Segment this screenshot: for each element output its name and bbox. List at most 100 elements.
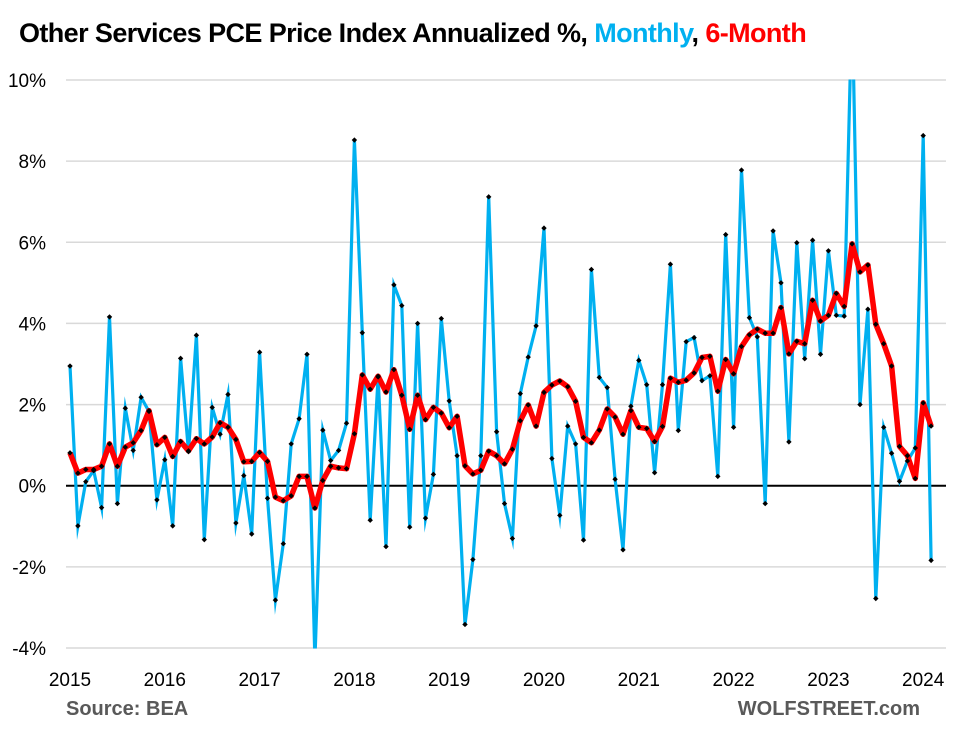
- six-month-point: [75, 470, 81, 476]
- monthly-point: [399, 302, 405, 309]
- y-tick-label: 2%: [19, 396, 47, 417]
- six-month-point: [241, 459, 247, 465]
- monthly-point: [849, 0, 854, 2]
- monthly-point: [833, 312, 839, 319]
- monthly-point: [644, 381, 650, 388]
- six-month-point: [422, 416, 429, 423]
- six-month-point: [762, 330, 768, 336]
- monthly-point: [565, 423, 571, 429]
- six-month-point: [256, 449, 263, 456]
- monthly-point: [343, 420, 350, 426]
- monthly-point: [438, 315, 444, 322]
- monthly-point: [912, 445, 918, 451]
- monthly-point: [857, 401, 863, 408]
- monthly-point: [288, 441, 294, 447]
- monthly-point: [667, 261, 674, 267]
- x-tick-label: 2020: [523, 670, 565, 691]
- monthly-point: [928, 557, 934, 564]
- six-month-point: [407, 426, 413, 433]
- monthly-point: [462, 621, 468, 628]
- six-month-point: [114, 463, 121, 469]
- monthly-point: [746, 315, 753, 321]
- six-month-point: [817, 318, 824, 324]
- six-month-point: [462, 463, 468, 469]
- monthly-point: [351, 137, 358, 143]
- x-axis-ticks: 2015 2016 2017 2018 2019 2020 2021 2022 2023 2024: [49, 670, 945, 691]
- monthly-point: [375, 374, 381, 380]
- monthly-point: [628, 403, 634, 409]
- six-month-point: [833, 290, 839, 297]
- monthly-point: [596, 374, 602, 381]
- six-month-point: [351, 431, 358, 437]
- six-month-point: [541, 389, 547, 396]
- monthly-point: [225, 391, 231, 398]
- six-month-point: [320, 477, 326, 484]
- six-month-point: [249, 458, 255, 465]
- monthly-point: [896, 478, 903, 484]
- six-month-point: [225, 424, 231, 430]
- monthly-line: [68, 79, 933, 649]
- six-month-point: [162, 434, 168, 441]
- x-tick-label: 2018: [333, 670, 375, 691]
- six-month-point: [580, 434, 587, 441]
- monthly-point: [367, 517, 373, 523]
- monthly-point: [162, 457, 168, 463]
- monthly-point: [304, 351, 310, 357]
- monthly-point: [786, 439, 792, 445]
- monthly-point: [391, 282, 397, 288]
- six-month-point: [896, 443, 903, 450]
- six-month-point: [557, 378, 563, 384]
- monthly-point: [98, 504, 105, 511]
- six-month-point: [304, 473, 310, 480]
- monthly-point: [264, 495, 271, 501]
- six-month-point: [446, 424, 452, 431]
- six-month-point: [170, 453, 176, 460]
- six-month-point: [612, 414, 618, 420]
- six-month-point: [509, 446, 516, 452]
- monthly-point: [83, 478, 89, 485]
- six-month-point: [312, 505, 318, 511]
- x-tick-label: 2024: [902, 670, 945, 691]
- source-label: Source: BEA: [66, 698, 189, 720]
- monthly-point: [881, 424, 887, 430]
- monthly-point: [138, 394, 144, 400]
- six-month-point: [604, 406, 610, 412]
- six-month-point: [430, 404, 437, 411]
- six-month-point: [367, 386, 373, 392]
- six-month-point: [659, 423, 666, 430]
- monthly-point: [825, 248, 832, 254]
- six-month-point: [399, 392, 405, 398]
- six-month-point: [383, 389, 389, 395]
- monthly-point: [478, 452, 484, 459]
- monthly-point: [209, 404, 215, 411]
- six-month-point: [857, 269, 863, 275]
- x-tick-label: 2017: [238, 670, 280, 691]
- monthly-point: [715, 473, 721, 480]
- monthly-point: [549, 455, 555, 462]
- six-month-point: [493, 452, 500, 459]
- six-month-point: [296, 473, 302, 480]
- six-month-point: [786, 351, 792, 357]
- monthly-point: [802, 356, 808, 362]
- x-tick-label: 2016: [144, 670, 186, 691]
- x-tick-label: 2019: [428, 670, 470, 691]
- six-month-point: [715, 388, 721, 394]
- six-month-line: [67, 241, 934, 511]
- monthly-point: [730, 424, 737, 430]
- monthly-point: [517, 390, 523, 397]
- monthly-point: [636, 357, 642, 364]
- x-tick-label: 2015: [49, 670, 91, 691]
- six-month-point: [770, 330, 776, 336]
- monthly-point: [873, 595, 879, 602]
- x-tick-label: 2021: [618, 670, 660, 691]
- six-month-point: [738, 343, 745, 350]
- six-month-point: [549, 382, 555, 388]
- monthly-point: [249, 531, 255, 537]
- monthly-point: [272, 597, 279, 603]
- monthly-point: [604, 384, 610, 391]
- monthly-point: [683, 338, 689, 345]
- six-month-point: [802, 341, 808, 347]
- six-month-point: [588, 440, 595, 446]
- six-month-point: [691, 370, 697, 376]
